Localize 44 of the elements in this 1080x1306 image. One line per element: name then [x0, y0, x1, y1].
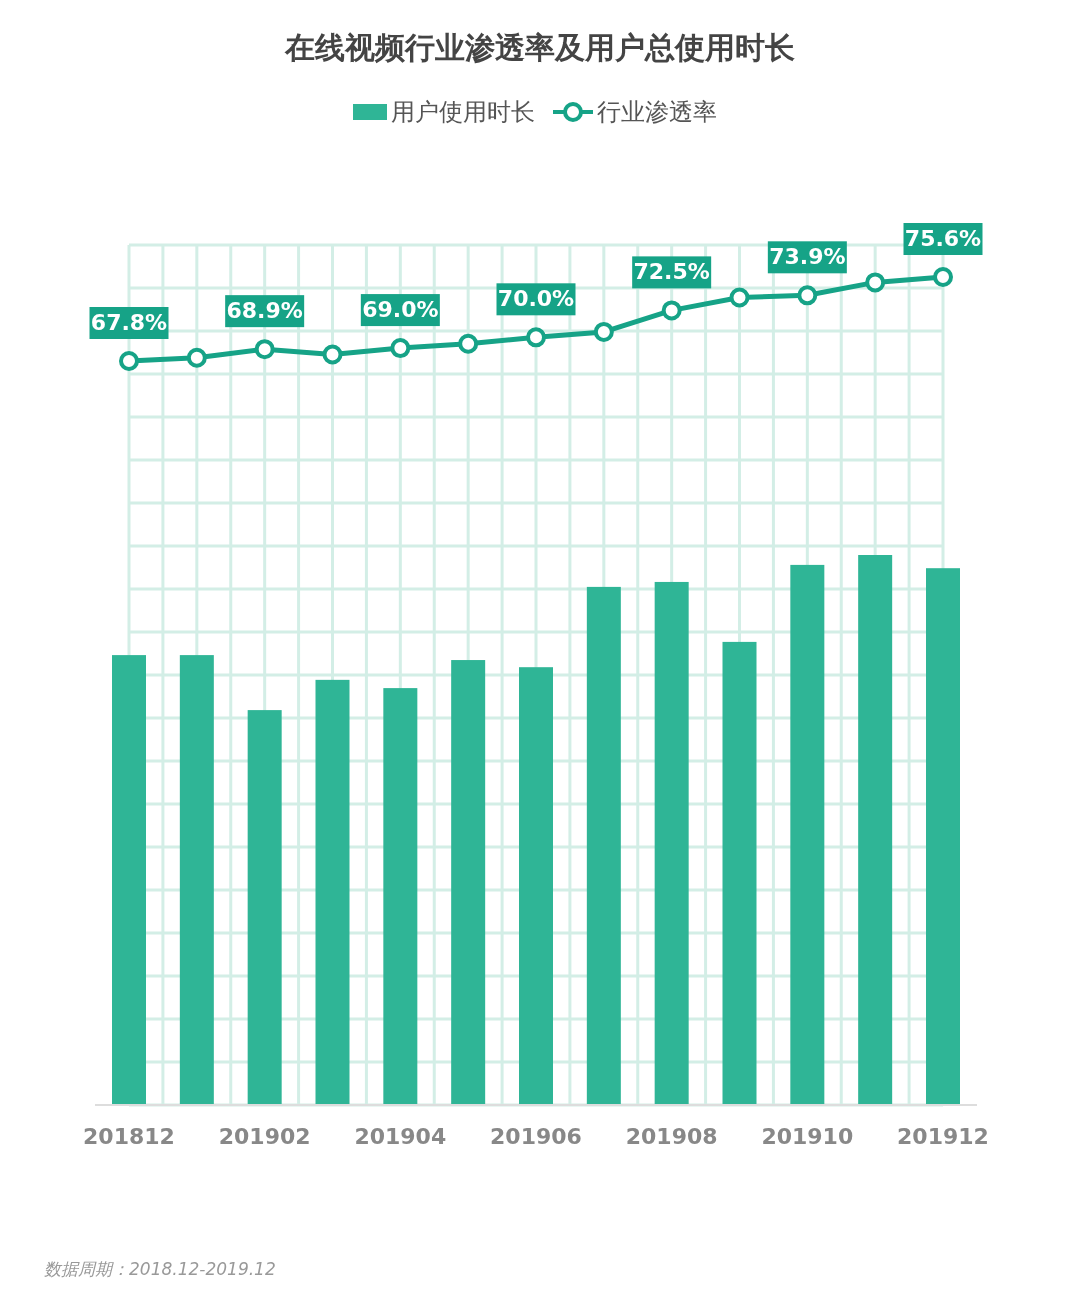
point — [729, 287, 750, 308]
bar — [179, 655, 214, 1105]
bar — [722, 641, 757, 1105]
point — [390, 338, 411, 359]
bar — [586, 586, 621, 1105]
data-label: 67.8% — [90, 310, 168, 335]
x-tick-label: 201812 — [83, 1124, 175, 1149]
bar — [790, 564, 825, 1105]
data-label: 75.6% — [904, 226, 982, 251]
chart-title: 在线视频行业渗透率及用户总使用时长 — [284, 30, 795, 65]
data-label: 70.0% — [497, 286, 575, 312]
point — [526, 327, 546, 348]
point — [119, 351, 139, 371]
point — [322, 344, 343, 365]
bar — [926, 568, 960, 1105]
bar — [519, 667, 553, 1105]
data-label: 73.9% — [769, 244, 846, 270]
data-label: 69.0% — [362, 297, 439, 323]
bar — [112, 655, 146, 1105]
x-tick-label: 201908 — [625, 1124, 718, 1149]
point — [593, 321, 614, 342]
x-tick-label: 201904 — [354, 1124, 447, 1149]
legend-label: 行业渗透率 — [597, 98, 717, 126]
point — [254, 339, 275, 360]
text: 数据周期：2018.12-2019.12 — [44, 1259, 276, 1279]
bar — [451, 660, 486, 1105]
bar — [858, 555, 893, 1105]
bar — [383, 688, 418, 1105]
point — [458, 333, 479, 354]
point — [933, 267, 953, 287]
point — [661, 300, 682, 321]
point — [186, 347, 207, 368]
point — [797, 285, 818, 306]
bar — [654, 581, 689, 1105]
data-label: 72.5% — [633, 259, 710, 285]
x-tick-label: 201902 — [218, 1124, 311, 1149]
x-tick-label: 201912 — [897, 1124, 989, 1149]
bar — [315, 679, 350, 1105]
x-tick-label: 201906 — [490, 1124, 582, 1149]
data-label: 68.9% — [226, 298, 303, 324]
x-tick-label: 201910 — [761, 1124, 854, 1149]
legend-label: 用户使用时长 — [391, 98, 535, 126]
point — [865, 272, 886, 293]
bar — [247, 710, 282, 1105]
